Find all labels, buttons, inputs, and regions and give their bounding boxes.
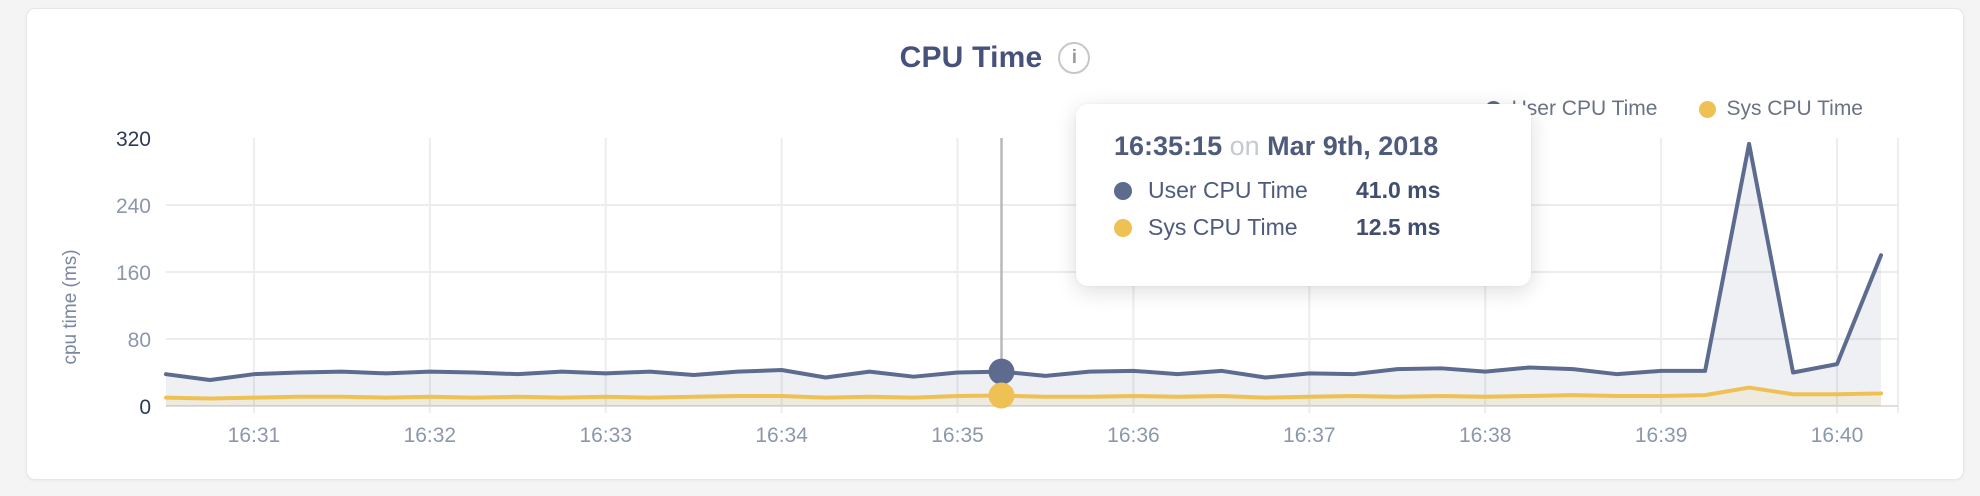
series-sys-cpu-time [164,385,1883,406]
svg-text:16:39: 16:39 [1635,424,1688,447]
hover-tooltip: 16:35:15 on Mar 9th, 2018 User CPU Time … [1076,104,1531,286]
sys-series-dot-icon [1114,218,1132,237]
tooltip-connector: on [1229,131,1260,161]
tooltip-row-user: User CPU Time 41.0 ms [1114,177,1493,204]
svg-text:16:32: 16:32 [404,424,457,447]
svg-text:240: 240 [116,195,151,218]
tooltip-title: 16:35:15 on Mar 9th, 2018 [1114,131,1493,162]
svg-text:16:37: 16:37 [1283,424,1336,447]
svg-text:16:33: 16:33 [579,424,632,447]
legend-label: Sys CPU Time [1726,97,1863,120]
chart-card: CPU Time i User CPU Time Sys CPU Time cp… [26,8,1964,480]
svg-text:16:35: 16:35 [931,424,984,447]
svg-text:16:34: 16:34 [755,424,808,447]
svg-text:320: 320 [116,128,151,151]
chart-header: CPU Time i [27,41,1963,75]
tooltip-time: 16:35:15 [1114,131,1223,161]
tooltip-row-label: Sys CPU Time [1148,214,1298,240]
svg-text:16:31: 16:31 [228,424,281,447]
tooltip-row-label: User CPU Time [1148,177,1308,203]
svg-text:16:40: 16:40 [1811,424,1864,447]
series-user-cpu-time [164,141,1883,407]
svg-text:0: 0 [139,396,151,419]
chart-plot-area[interactable]: 0 80 160 240 320 16:31 16:32 16:33 16:34 16:35 16:… [27,9,1963,479]
svg-text:80: 80 [128,329,151,352]
tooltip-date: Mar 9th, 2018 [1267,131,1439,161]
legend: User CPU Time Sys CPU Time [1484,97,1863,121]
info-icon[interactable]: i [1058,42,1091,74]
gridlines [166,138,1899,413]
chart-title: CPU Time [899,41,1043,74]
svg-text:16:36: 16:36 [1107,424,1160,447]
tick-labels: 0 80 160 240 320 16:31 16:32 16:33 16:34 16:35 16:… [116,128,1863,447]
legend-label: User CPU Time [1511,97,1658,120]
hover-marker [988,138,1015,409]
svg-text:16:38: 16:38 [1459,424,1512,447]
legend-item-sys-cpu-time[interactable]: Sys CPU Time [1699,97,1863,121]
user-series-dot-icon [1114,181,1132,200]
sys-series-dot-icon [1699,100,1717,118]
svg-text:160: 160 [116,262,151,285]
tooltip-row-sys: Sys CPU Time 12.5 ms [1114,214,1493,241]
tooltip-row-value: 12.5 ms [1356,214,1441,240]
tooltip-row-value: 41.0 ms [1356,177,1441,203]
